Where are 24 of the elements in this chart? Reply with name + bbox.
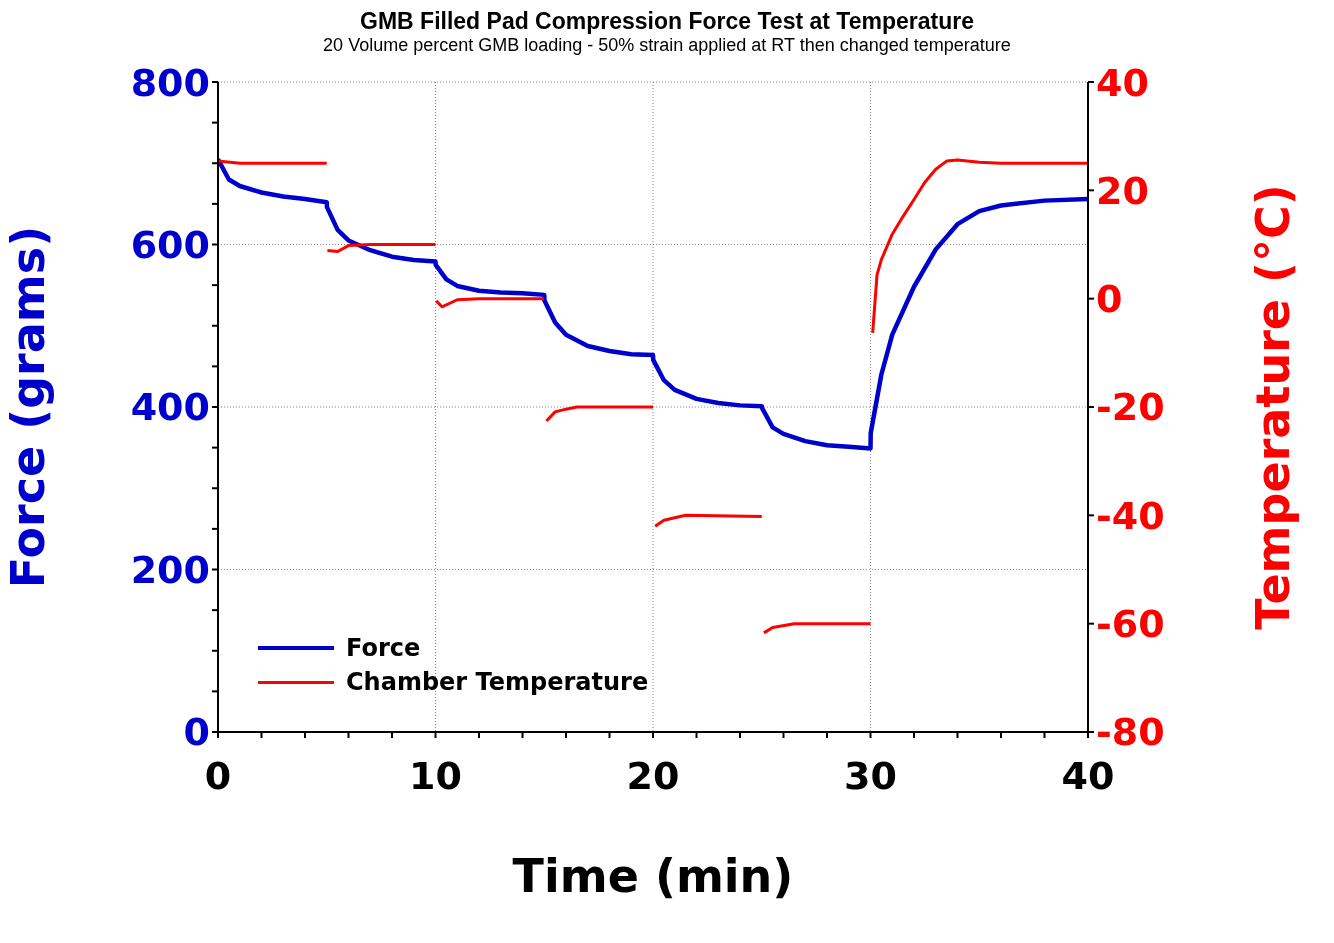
y-tick-label: 800 bbox=[130, 60, 210, 105]
y2-tick-label: -80 bbox=[1096, 710, 1165, 755]
chart-subtitle: 20 Volume percent GMB loading - 50% strain applied at RT then changed temperature bbox=[322, 35, 1012, 56]
legend-label: Force bbox=[346, 634, 421, 662]
x-axis-title: Time (min) bbox=[512, 849, 794, 903]
legend-label: Chamber Temperature bbox=[346, 668, 649, 696]
y2-tick-label: 0 bbox=[1096, 277, 1123, 322]
y2-tick-label: 20 bbox=[1096, 168, 1149, 213]
line-series bbox=[218, 156, 1088, 451]
y-tick-label: 0 bbox=[183, 710, 210, 755]
x-tick-label: 20 bbox=[626, 753, 680, 798]
x-tick-label: 40 bbox=[1061, 753, 1115, 798]
y2-axis-title: Temperature (°C) bbox=[1246, 184, 1301, 630]
y2-tick-label: 40 bbox=[1096, 60, 1149, 105]
chart-title: GMB Filled Pad Compression Force Test at Temperature bbox=[359, 8, 975, 35]
y2-tick-label: -40 bbox=[1096, 493, 1165, 538]
x-tick-label: 10 bbox=[409, 753, 462, 798]
y-axis-title: Force (grams) bbox=[1, 225, 56, 589]
y2-tick-label: -20 bbox=[1096, 385, 1165, 430]
y-tick-label: 400 bbox=[130, 385, 210, 430]
y2-tick-label: -60 bbox=[1096, 602, 1165, 647]
x-tick-label: 30 bbox=[844, 753, 897, 798]
y-tick-label: 600 bbox=[130, 222, 210, 267]
y-tick-label: 200 bbox=[130, 547, 210, 592]
